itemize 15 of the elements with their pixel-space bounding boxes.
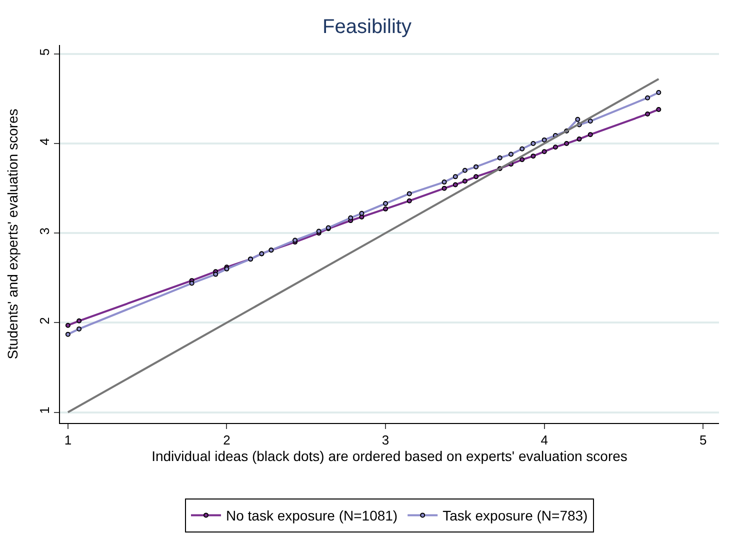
legend-label: Task exposure (N=783) (442, 508, 588, 524)
y-tick-label: 2 (36, 317, 52, 324)
x-tick-label: 5 (700, 432, 707, 448)
chart-title: Feasibility (322, 16, 412, 38)
y-tick-label: 1 (36, 406, 52, 414)
y-tick-label: 3 (36, 228, 52, 235)
y-axis-title: Students' and experts' evaluation scores (4, 108, 20, 360)
x-tick-label: 2 (223, 432, 230, 448)
x-tick-label: 1 (64, 432, 72, 448)
x-tick-label: 3 (382, 432, 390, 448)
x-axis-title: Individual ideas (black dots) are ordered based on experts' evaluation scores (152, 448, 628, 464)
y-tick-label: 5 (36, 48, 52, 56)
y-tick-label: 4 (36, 138, 52, 146)
legend-label: No task exposure (N=1081) (226, 508, 398, 524)
x-tick-label: 4 (540, 432, 548, 448)
